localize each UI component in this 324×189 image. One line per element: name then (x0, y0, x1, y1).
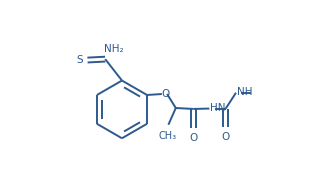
Text: NH: NH (237, 87, 253, 97)
Text: CH₃: CH₃ (158, 131, 177, 141)
Text: O: O (161, 89, 169, 99)
Text: NH₂: NH₂ (104, 44, 123, 54)
Text: O: O (190, 133, 198, 143)
Text: O: O (222, 132, 230, 142)
Text: S: S (76, 55, 83, 65)
Text: HN: HN (210, 103, 226, 113)
